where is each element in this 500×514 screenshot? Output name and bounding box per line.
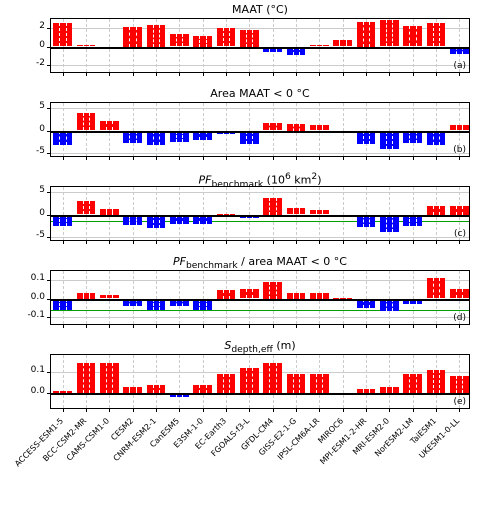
bar: [53, 23, 72, 47]
zero-line: [51, 47, 469, 49]
ytick-label: -2: [5, 58, 45, 68]
bar: [77, 113, 96, 130]
bar: [263, 123, 282, 131]
bar: [240, 131, 259, 145]
bar: [263, 198, 282, 215]
bar: [287, 124, 306, 131]
bar: [357, 22, 376, 47]
panel-a: (a): [50, 18, 470, 73]
panel-title-d: PFbenchmark / area MAAT < 0 °C: [50, 255, 470, 271]
bar: [427, 131, 446, 146]
bar: [147, 131, 166, 146]
panel-label: (c): [454, 229, 466, 239]
bar: [170, 34, 189, 47]
bar: [450, 206, 469, 214]
ytick-label: 5: [5, 185, 45, 195]
bar: [217, 28, 236, 46]
ytick-label: 0.1: [5, 273, 45, 283]
ytick-label: 0.1: [5, 365, 45, 375]
bar: [217, 290, 236, 298]
panel-d: (d): [50, 270, 470, 325]
bar: [287, 374, 306, 393]
panel-title-a: MAAT (°C): [50, 3, 470, 16]
bar: [450, 376, 469, 393]
panel-c: (c): [50, 186, 470, 241]
ytick-label: -0.1: [5, 310, 45, 320]
ytick-label: 0: [5, 208, 45, 218]
bar: [193, 385, 212, 393]
zero-line: [51, 131, 469, 133]
bar: [53, 131, 72, 146]
bar: [380, 215, 399, 232]
ytick-label: 0: [5, 40, 45, 50]
bar: [427, 370, 446, 393]
ytick-label: 5: [5, 101, 45, 111]
panel-title-b: Area MAAT < 0 °C: [50, 87, 470, 100]
bar: [263, 282, 282, 299]
bar: [450, 289, 469, 298]
ytick-label: -5: [5, 146, 45, 156]
bar: [147, 215, 166, 229]
green-reference-line: [51, 310, 469, 311]
ytick-label: -5: [5, 230, 45, 240]
bar: [240, 289, 259, 298]
bar: [100, 363, 119, 393]
panel-label: (d): [453, 313, 466, 323]
bar: [240, 30, 259, 47]
bar: [310, 374, 329, 393]
bar: [240, 368, 259, 393]
bar: [217, 374, 236, 393]
bar: [147, 25, 166, 47]
panel-label: (a): [453, 61, 466, 71]
bar: [123, 27, 142, 46]
bar: [193, 36, 212, 47]
bar: [427, 278, 446, 298]
zero-line: [51, 299, 469, 301]
bar: [427, 23, 446, 47]
bar: [403, 374, 422, 393]
figure: MAAT (°C) (a) -2 0 2 Area MAAT < 0 °C (b) -5 0 5 P…: [0, 0, 500, 514]
bar: [77, 201, 96, 214]
panel-e: (e): [50, 354, 470, 409]
panel-label: (e): [453, 397, 466, 407]
bar: [403, 26, 422, 46]
bar: [427, 206, 446, 214]
zero-line: [51, 215, 469, 217]
panel-label: (b): [453, 145, 466, 155]
bar: [147, 385, 166, 393]
panel-b: (b): [50, 102, 470, 157]
bar: [100, 121, 119, 130]
bar: [380, 20, 399, 47]
bar: [77, 363, 96, 393]
ytick-label: 2: [5, 21, 45, 31]
bar: [263, 363, 282, 393]
bar: [380, 131, 399, 149]
ytick-label: 0: [5, 124, 45, 134]
ytick-label: 0.0: [5, 292, 45, 302]
ytick-label: 0.0: [5, 386, 45, 396]
zero-line: [51, 393, 469, 395]
panel-title-e: Sdepth,eff (m): [50, 339, 470, 355]
